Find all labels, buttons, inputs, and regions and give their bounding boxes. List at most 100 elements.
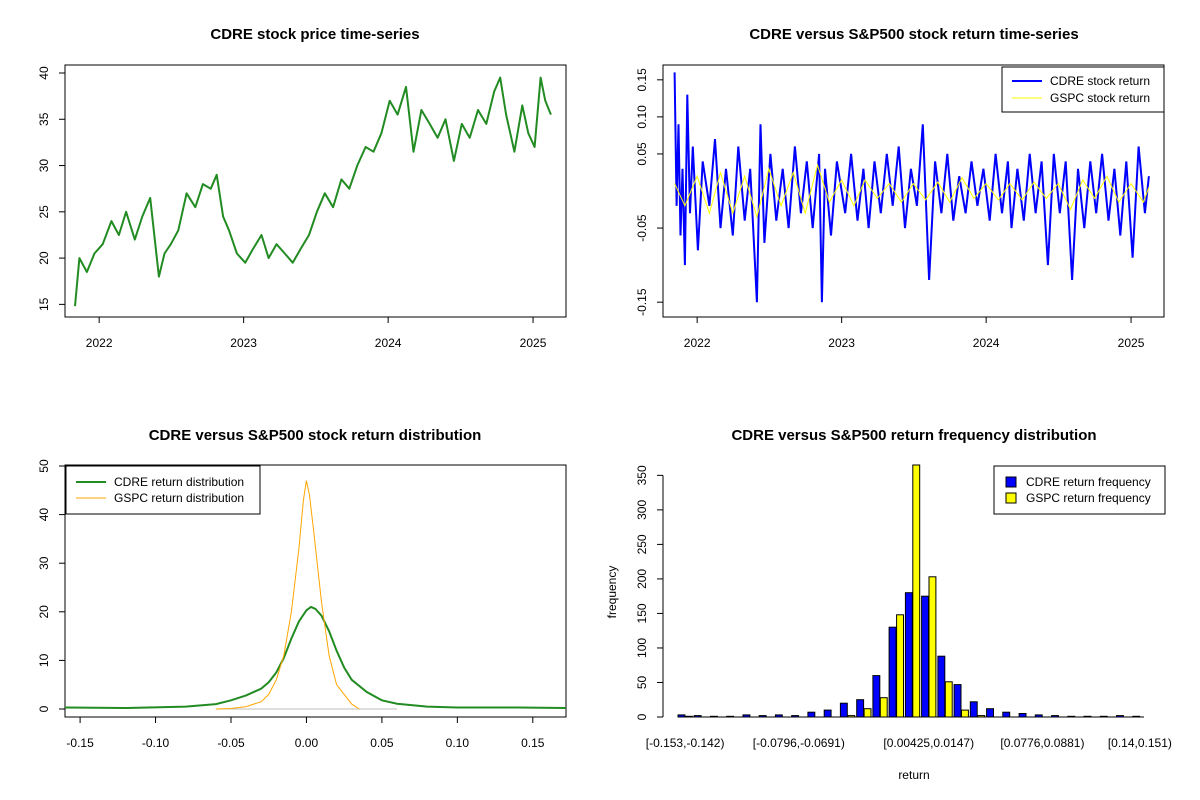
y-tick-label: 300 <box>635 500 649 520</box>
bar-cdre-frequency <box>710 715 718 718</box>
y-tick-label: -0.15 <box>635 288 649 316</box>
bar-cdre-frequency <box>888 626 897 718</box>
y-tick-label: 50 <box>635 675 649 689</box>
bar-gspc-frequency <box>863 708 872 718</box>
y-tick-label: 20 <box>37 251 51 265</box>
y-tick-label: 0 <box>37 705 51 712</box>
y-tick-label: 0 <box>635 713 649 720</box>
y-tick-label: 150 <box>635 603 649 623</box>
legend-label-gspc-frequency: GSPC return frequency <box>1026 491 1151 505</box>
y-tick-label: 30 <box>37 159 51 173</box>
y-tick-label: 0.10 <box>635 105 649 129</box>
bar-gspc-frequency <box>684 715 693 718</box>
y-tick-label: 50 <box>37 459 51 473</box>
bar-cdre-frequency <box>1018 713 1027 718</box>
series-line-gspc-return <box>674 163 1150 219</box>
bar-cdre-frequency <box>726 715 735 718</box>
bar-cdre-frequency <box>677 714 686 718</box>
series-line-cdre-density <box>64 605 567 710</box>
bar-gspc-frequency <box>912 464 921 718</box>
panel-2-legend-box <box>1001 66 1165 113</box>
x-tick-label: [0.14,0.151) <box>1108 736 1172 750</box>
x-tick-label: 2025 <box>1118 336 1145 350</box>
bar-cdre-frequency <box>1051 715 1059 718</box>
bar-gspc-frequency <box>977 715 986 718</box>
x-tick-label: 2022 <box>684 336 711 350</box>
y-tick-label: 200 <box>635 569 649 589</box>
y-tick-label: 30 <box>37 556 51 570</box>
bar-gspc-frequency <box>944 681 953 718</box>
legend-label-gspc-return: GSPC stock return <box>1050 91 1150 105</box>
bar-gspc-frequency <box>928 576 937 718</box>
bar-cdre-frequency <box>758 715 767 718</box>
panel-return-density: CDRE versus S&P500 stock return distribu… <box>37 427 567 750</box>
series-line-cdre-return <box>673 72 1150 303</box>
bar-cdre-frequency <box>1002 711 1011 718</box>
x-tick-label: -0.05 <box>217 736 245 750</box>
bar-cdre-frequency <box>856 699 865 718</box>
y-tick-label: 250 <box>635 534 649 554</box>
bar-gspc-frequency <box>896 614 904 718</box>
x-tick-label: [0.00425,0.0147) <box>883 736 974 750</box>
bar-cdre-frequency <box>791 715 800 718</box>
bar-cdre-frequency <box>1132 715 1141 718</box>
bar-cdre-frequency <box>774 714 783 718</box>
x-tick-label: 2024 <box>973 336 1000 350</box>
x-tick-label: 0.10 <box>446 736 470 750</box>
y-tick-label: 25 <box>37 205 51 219</box>
bar-cdre-frequency <box>1116 715 1124 718</box>
bar-gspc-frequency <box>879 697 888 718</box>
bar-gspc-frequency <box>847 715 856 718</box>
bar-cdre-frequency <box>904 592 913 718</box>
panel-4-legend-box <box>993 465 1166 515</box>
panel-3-legend-box <box>65 465 261 515</box>
bar-cdre-frequency <box>839 702 848 718</box>
panel-4-xlabel: return <box>898 768 929 782</box>
x-tick-label: -0.15 <box>66 736 94 750</box>
legend-swatch-cdre-frequency <box>1005 476 1017 488</box>
panel-3-title: CDRE versus S&P500 stock return distribu… <box>149 427 482 444</box>
y-tick-label: 10 <box>37 653 51 667</box>
x-tick-label: -0.10 <box>142 736 170 750</box>
panel-4-legend: CDRE return frequency GSPC return freque… <box>993 465 1166 515</box>
x-tick-label: 2024 <box>375 336 402 350</box>
y-tick-label: 15 <box>37 297 51 311</box>
legend-label-cdre-return: CDRE stock return <box>1050 74 1150 88</box>
bar-gspc-frequency <box>961 709 969 718</box>
series-line-cdre-price <box>74 76 552 307</box>
bar-cdre-frequency <box>969 701 978 718</box>
legend-label-cdre-density: CDRE return distribution <box>114 475 244 489</box>
y-tick-label: 0.05 <box>635 142 649 166</box>
x-tick-label: [-0.0796,-0.0691) <box>753 736 845 750</box>
y-tick-label: 0.15 <box>635 68 649 92</box>
x-tick-label: 0.05 <box>370 736 394 750</box>
x-tick-label: [-0.153,-0.142) <box>646 736 725 750</box>
bar-cdre-frequency <box>1099 715 1108 718</box>
x-tick-label: 2023 <box>828 336 855 350</box>
x-tick-label: 2023 <box>230 336 257 350</box>
legend-label-cdre-frequency: CDRE return frequency <box>1026 475 1151 489</box>
panel-2-legend: CDRE stock return GSPC stock return <box>1001 66 1165 113</box>
x-tick-label: [0.0776,0.0881) <box>1000 736 1084 750</box>
bar-cdre-frequency <box>953 684 962 718</box>
bar-cdre-frequency <box>1083 715 1092 718</box>
y-tick-label: 40 <box>37 66 51 80</box>
y-tick-label: 40 <box>37 508 51 522</box>
x-tick-label: 0.00 <box>295 736 319 750</box>
bar-cdre-frequency <box>693 715 702 718</box>
bar-cdre-frequency <box>807 711 816 718</box>
panel-price-timeseries: CDRE stock price time-series 2022 2023 202… <box>37 26 567 350</box>
panel-2-title: CDRE versus S&P500 stock return time-ser… <box>749 26 1078 43</box>
bar-cdre-frequency <box>921 595 929 718</box>
panel-1-title: CDRE stock price time-series <box>210 26 419 43</box>
bar-cdre-frequency <box>872 675 881 718</box>
y-tick-label: -0.05 <box>635 214 649 242</box>
bar-cdre-frequency <box>937 655 946 718</box>
legend-label-gspc-density: GSPC return distribution <box>114 491 244 505</box>
bar-cdre-frequency <box>1067 715 1076 718</box>
bar-cdre-frequency <box>823 709 832 718</box>
x-tick-label: 2022 <box>86 336 113 350</box>
bar-cdre-frequency <box>986 708 994 718</box>
bar-cdre-frequency <box>1034 714 1043 718</box>
